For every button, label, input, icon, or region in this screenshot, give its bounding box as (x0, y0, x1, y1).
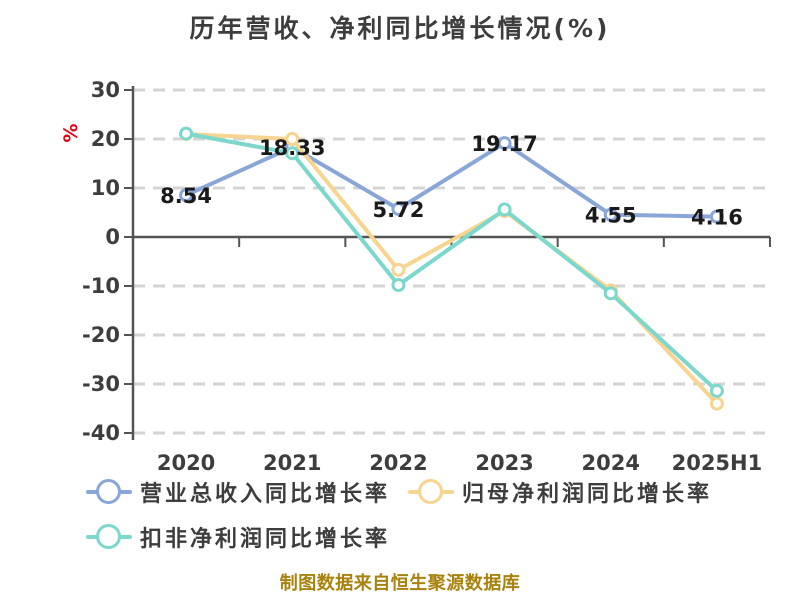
data-label: 19.17 (471, 132, 537, 156)
data-point[interactable] (391, 278, 406, 293)
legend-item-deducted-profit-growth[interactable]: 扣非净利润同比增长率 (86, 524, 391, 552)
data-label: 18.33 (259, 136, 325, 160)
x-tick-label: 2023 (475, 451, 533, 475)
series-line-2 (184, 131, 719, 393)
data-point[interactable] (179, 188, 194, 203)
data-source-note: 制图数据来自恒生聚源数据库 (279, 573, 521, 594)
legend-label: 营业总收入同比增长率 (140, 482, 391, 507)
data-point[interactable] (709, 209, 724, 224)
legend-item-net-profit-growth[interactable]: 归母净利润同比增长率 (408, 479, 713, 507)
data-point[interactable] (709, 383, 724, 398)
data-point[interactable] (603, 207, 618, 222)
data-point[interactable] (603, 286, 618, 301)
y-tick-label: -30 (82, 372, 120, 396)
x-tick-label: 2022 (369, 451, 427, 475)
x-tick-label: 2021 (263, 451, 321, 475)
data-label: 4.55 (585, 204, 637, 228)
data-label: 8.54 (160, 184, 212, 208)
x-tick-label: 2020 (157, 451, 215, 475)
data-label: 4.16 (691, 206, 743, 230)
line-marker-icon (86, 479, 132, 505)
y-tick-label: 10 (91, 176, 120, 200)
legend-label: 归母净利润同比增长率 (462, 482, 713, 507)
data-point[interactable] (285, 132, 300, 146)
series-line-0 (184, 141, 719, 219)
y-tick-label: -20 (82, 323, 120, 347)
x-tick-label: 2024 (582, 451, 640, 475)
y-tick-label: 20 (91, 127, 120, 151)
data-point[interactable] (285, 146, 300, 161)
data-point[interactable] (391, 201, 406, 216)
legend-label: 扣非净利润同比增长率 (140, 527, 391, 552)
data-point[interactable] (497, 136, 512, 151)
line-marker-icon (86, 524, 132, 550)
data-point[interactable] (391, 262, 406, 277)
chart-plot-area: 30 20 10 0 -10 -20 -30 -40 2020 2021 2022 2023 2024 2… (82, 78, 771, 475)
x-tick-label: 2025H1 (672, 451, 763, 475)
data-point[interactable] (497, 202, 512, 217)
chart-title: 历年营收、净利同比增长情况(%) (189, 14, 611, 43)
y-tick-label: 0 (105, 225, 120, 249)
data-point[interactable] (709, 396, 724, 411)
y-tick-label: 30 (91, 78, 120, 102)
data-label: 5.72 (373, 198, 425, 222)
y-tick-label: -10 (82, 274, 120, 298)
y-tick-label: -40 (82, 421, 120, 445)
legend-item-revenue-growth[interactable]: 营业总收入同比增长率 (86, 479, 391, 507)
data-point[interactable] (179, 126, 194, 141)
line-marker-icon (408, 479, 454, 505)
